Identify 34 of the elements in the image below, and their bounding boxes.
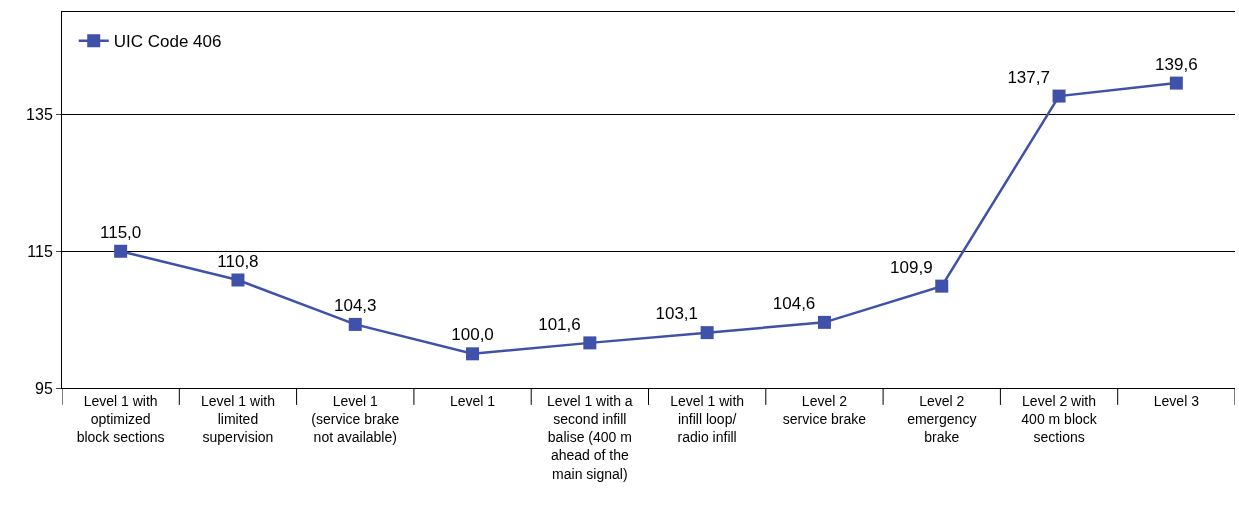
point bbox=[466, 347, 480, 361]
data-label: 100,0 bbox=[451, 325, 494, 345]
legend-label: UIC Code 406 bbox=[113, 32, 222, 52]
y-tick-label: 115 bbox=[27, 242, 53, 260]
point bbox=[1169, 76, 1183, 90]
data-label: 101,6 bbox=[538, 314, 581, 334]
point bbox=[935, 279, 949, 293]
data-label: 103,1 bbox=[655, 304, 699, 324]
data-label: 104,3 bbox=[333, 296, 377, 316]
x-tick-label: Level 1 with a second infill balise (400 m ahead of the main signal) bbox=[547, 392, 633, 482]
data-label: 139,6 bbox=[1155, 54, 1198, 74]
y-tick-label: 95 bbox=[35, 379, 53, 397]
x-tick-label: Level 2 service brake bbox=[782, 392, 867, 427]
x-tick-label: Level 1 with optimized block sections bbox=[76, 392, 165, 446]
x-tick-label: Level 3 bbox=[1153, 392, 1200, 409]
x-tick-label: Level 1 (service brake not available) bbox=[311, 392, 400, 446]
data-label: 104,6 bbox=[772, 293, 816, 313]
point bbox=[1052, 89, 1066, 103]
point bbox=[231, 273, 245, 287]
data-label: 137,7 bbox=[1007, 67, 1050, 87]
point bbox=[114, 244, 128, 258]
data-label: 109,9 bbox=[890, 257, 933, 277]
point bbox=[583, 336, 597, 350]
data-label: 115,0 bbox=[100, 222, 142, 242]
point bbox=[348, 317, 362, 331]
x-tick-label: Level 2 emergency brake bbox=[907, 392, 977, 446]
x-tick-label: Level 1 with infill loop/ radio infill bbox=[670, 392, 745, 446]
y-tick-label: 135 bbox=[26, 106, 53, 124]
x-tick-label: Level 2 with 400 m block sections bbox=[1021, 392, 1098, 446]
x-tick-label: Level 1 with limited supervision bbox=[200, 392, 275, 446]
x-tick-label: Level 1 bbox=[449, 392, 496, 409]
point bbox=[700, 326, 714, 340]
data-label: 110,8 bbox=[217, 251, 259, 271]
point bbox=[817, 315, 831, 329]
